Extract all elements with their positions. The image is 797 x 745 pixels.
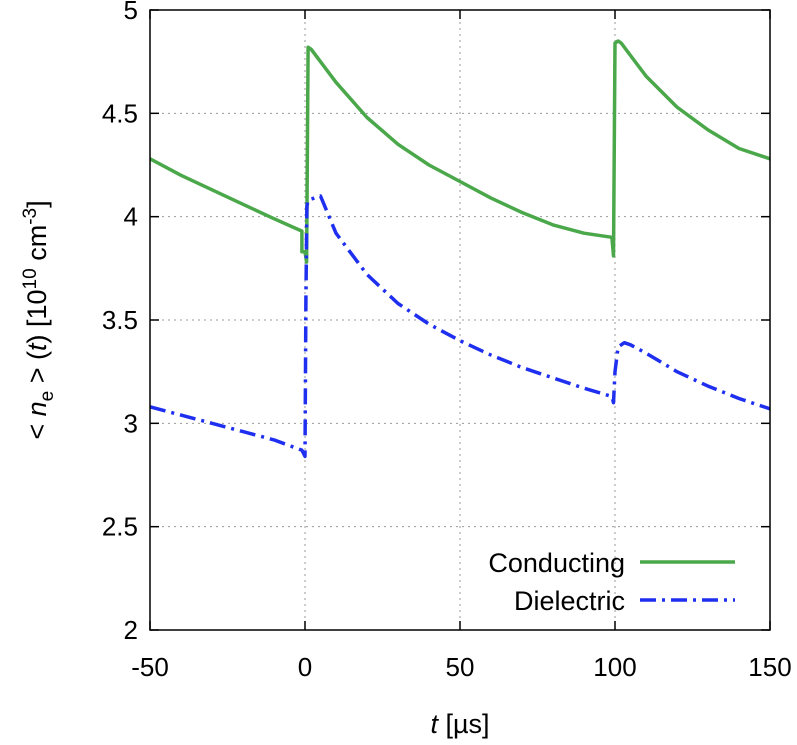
x-tick-label: 100 [593,652,636,682]
y-axis-label-exp: 10 [20,268,41,289]
y-axis-label-unit: cm [22,225,52,269]
series-line-conducting [150,39,770,264]
y-axis-label-mid2: ) [10 [22,289,52,343]
x-axis-label: t [µs] [430,709,489,739]
x-tick-label: -50 [131,652,169,682]
y-axis-label-var2: t [22,342,52,351]
y-axis-label-prefix: < [22,416,52,439]
tick-labels: -50 0 50 100 150 2 2.5 3 3.5 4 4.5 5 [102,0,792,682]
y-tick-label: 3.5 [102,305,138,335]
y-axis-label: < ne > (t) [1010 cm-3] [20,200,58,439]
series-line-dielectric [150,194,770,459]
y-axis-label-var: n [22,401,52,416]
tick-marks [149,9,771,631]
x-tick-label: 150 [748,652,791,682]
series-layer [150,39,770,459]
legend-label-dielectric: Dielectric [514,586,625,616]
x-axis-label-var: t [430,709,439,739]
x-tick-label: 50 [446,652,475,682]
y-axis-label-unit-exp: -3 [20,208,41,225]
legend-label-conducting: Conducting [488,548,625,578]
legend: Conducting Dielectric [488,548,735,616]
y-axis-label-mid: > ( [22,351,52,391]
x-axis-label-unit: [µs] [438,709,490,739]
y-axis-label-sub: e [37,391,58,402]
y-tick-label: 5 [124,0,138,25]
x-tick-label: 0 [298,652,312,682]
y-tick-label: 3 [124,408,138,438]
y-tick-label: 4.5 [102,98,138,128]
y-tick-label: 2 [124,615,138,645]
y-axis-label-end: ] [22,200,52,208]
y-tick-label: 2.5 [102,512,138,542]
y-tick-label: 4 [124,202,138,232]
